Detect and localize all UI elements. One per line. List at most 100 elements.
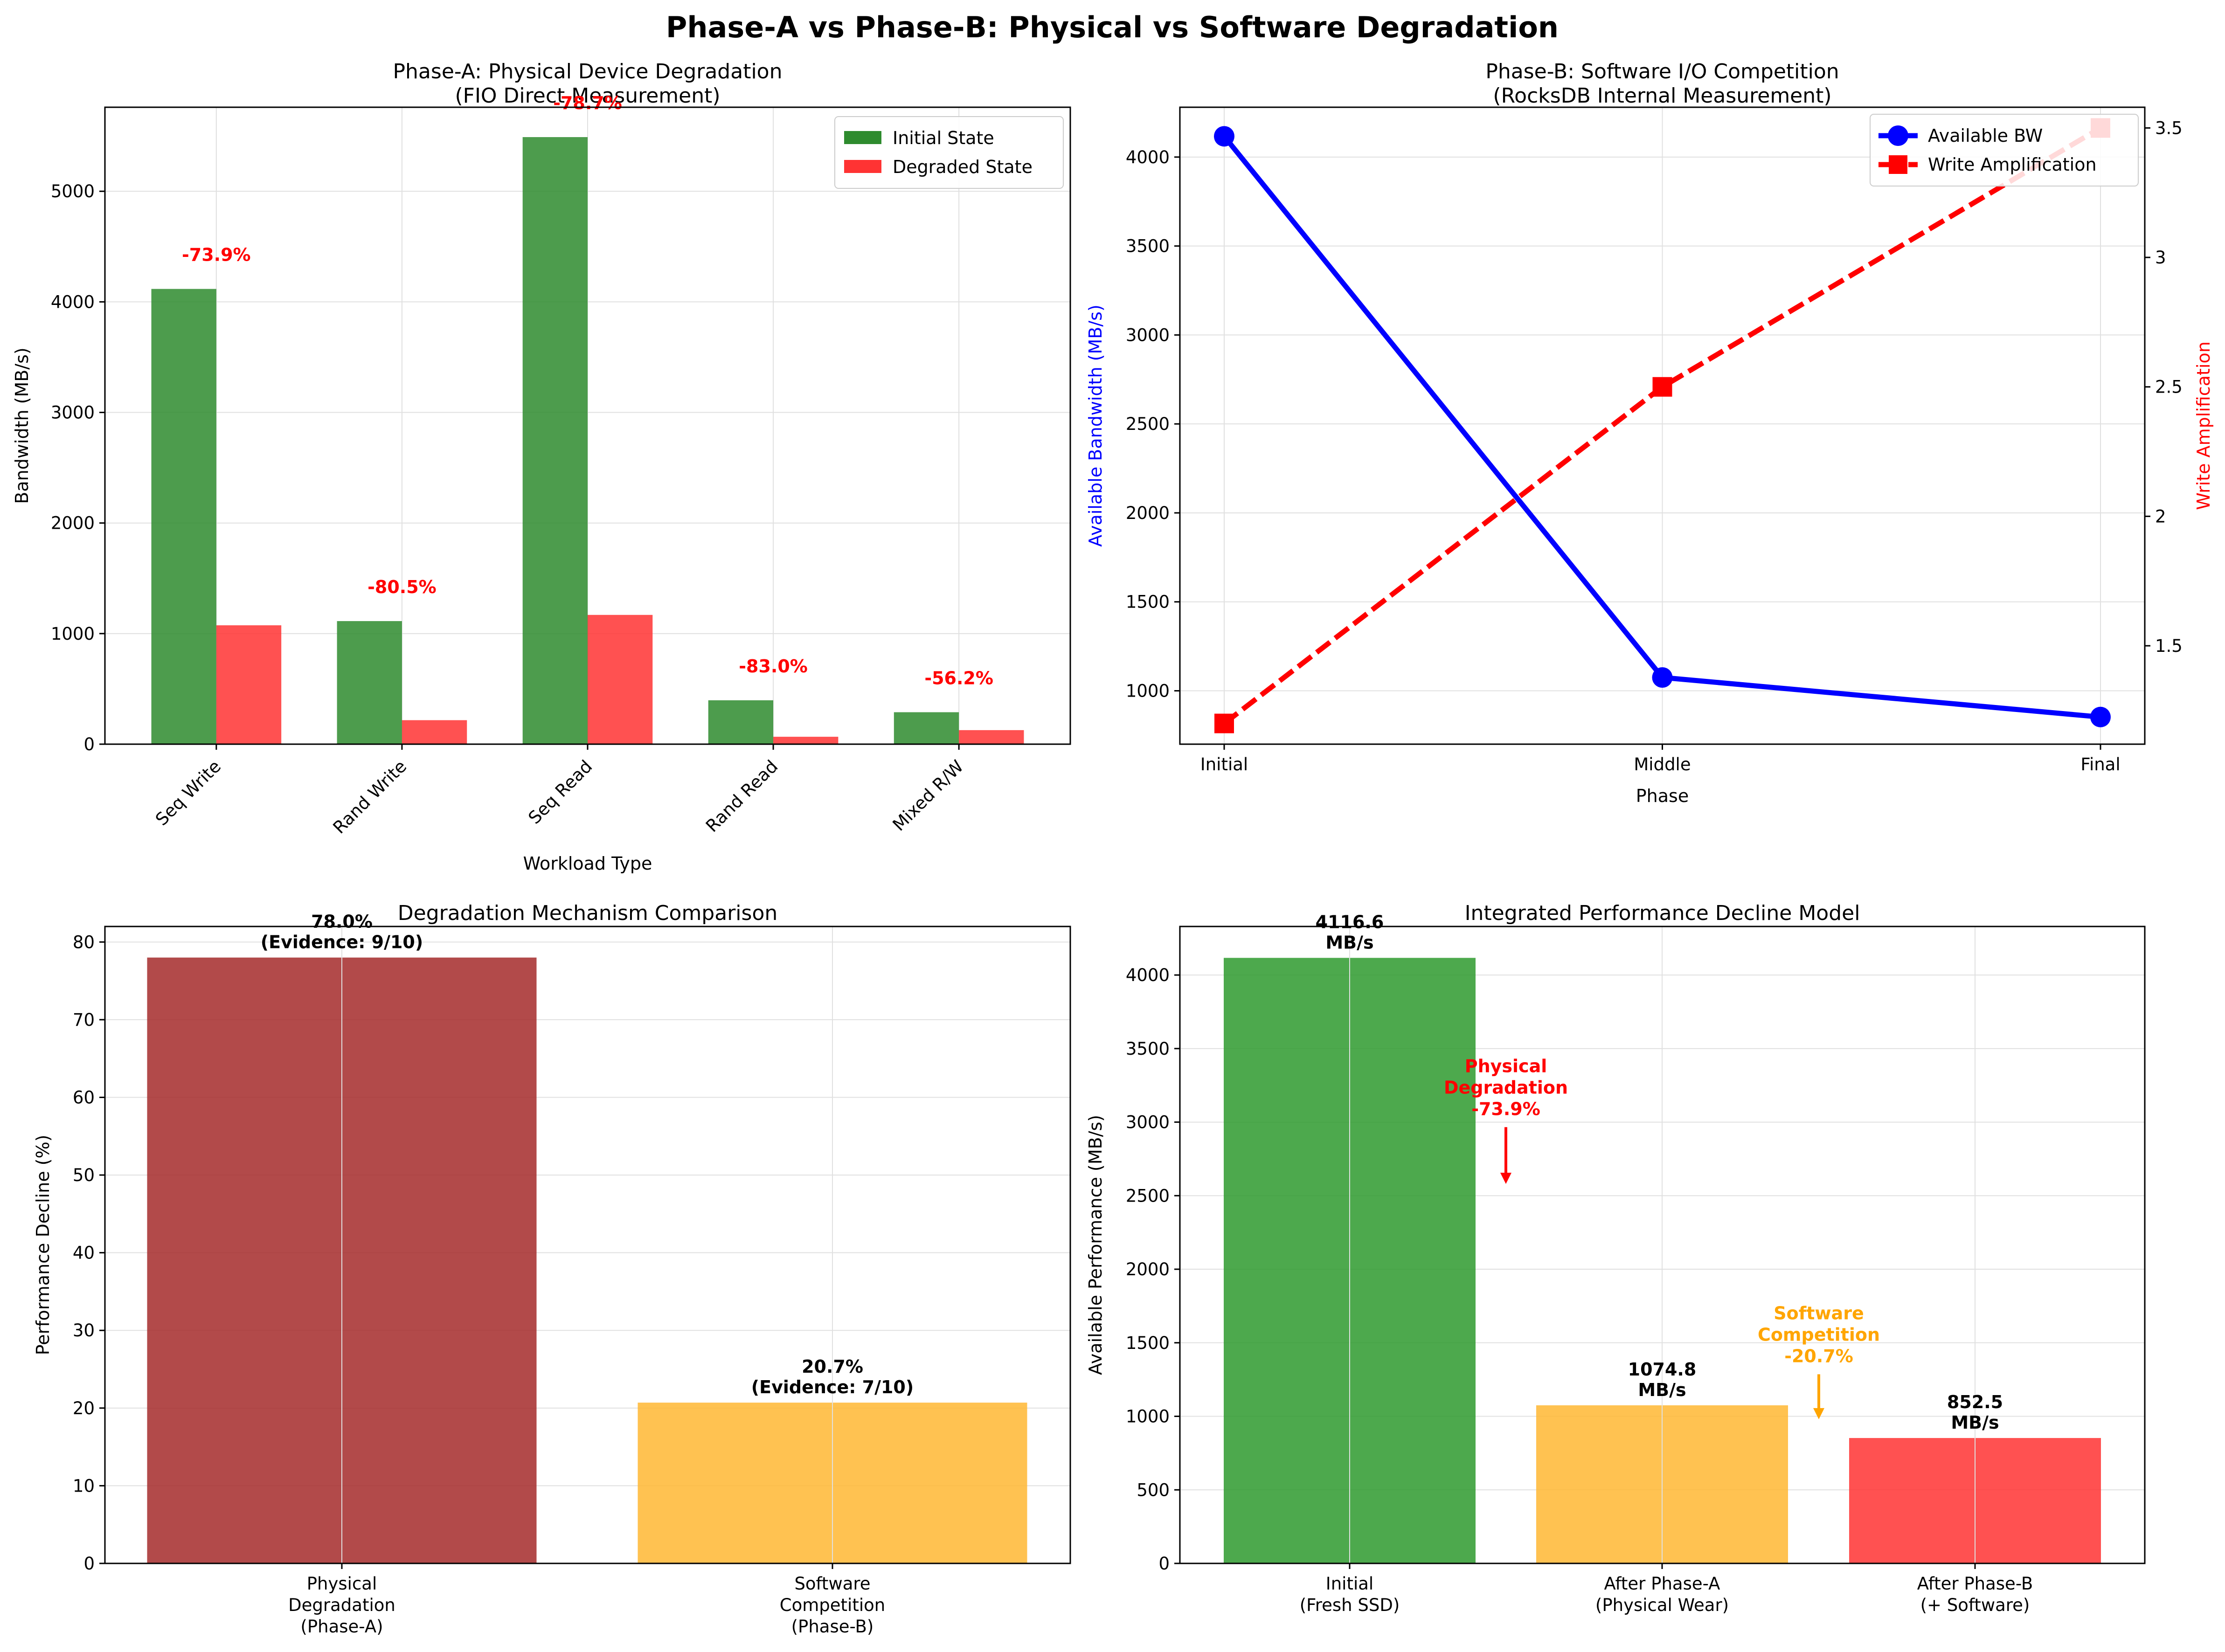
- data-point: [1214, 126, 1234, 147]
- legend-label: Initial State: [893, 128, 994, 148]
- plot-frame: [104, 926, 1071, 1564]
- phase-a-chart: Phase-A: Physical Device Degradation(FIO…: [12, 60, 1071, 874]
- x-tick-label: After Phase-B: [1917, 1574, 2033, 1594]
- legend-label: Write Amplification: [1928, 154, 2097, 175]
- y-tick-label: 2.5: [2155, 377, 2183, 397]
- y-tick-label: 3: [2155, 248, 2166, 268]
- y-tick-label: 2500: [1126, 1186, 1170, 1206]
- x-tick-label: Software: [794, 1574, 870, 1594]
- y-tick-label: 2: [2155, 506, 2166, 526]
- arrow-head: [1500, 1173, 1511, 1184]
- y-tick-label: 30: [73, 1320, 95, 1341]
- decline-annotation: -83.0%: [739, 656, 808, 677]
- bar-degraded: [588, 615, 653, 744]
- legend-box: [1870, 114, 2139, 187]
- y-tick-label: 3000: [51, 403, 95, 423]
- y-tick-label: 1500: [1126, 1333, 1170, 1353]
- y-tick-label: 5000: [51, 181, 95, 201]
- y-tick-label: 4000: [1126, 147, 1170, 167]
- y-tick-label: 1000: [1126, 681, 1170, 701]
- decline-annotation: -80.5%: [367, 577, 437, 597]
- x-tick-label: After Phase-A: [1604, 1574, 1720, 1594]
- bar-value-label: 4116.6: [1316, 912, 1384, 932]
- y-tick-label: 40: [73, 1243, 95, 1263]
- y-tick-label: 0: [1158, 1554, 1170, 1574]
- legend-label: Degraded State: [893, 157, 1033, 177]
- legend-swatch: [844, 160, 881, 173]
- x-tick-label: Initial: [1200, 754, 1248, 774]
- x-tick-label: Degradation: [288, 1595, 395, 1615]
- chart-subtitle: (FIO Direct Measurement): [455, 84, 720, 108]
- chart-title: Integrated Performance Decline Model: [1465, 901, 1860, 925]
- x-tick-label: Mixed R/W: [889, 756, 968, 835]
- y-tick-label: 3500: [1126, 236, 1170, 256]
- x-tick-label: Initial: [1326, 1574, 1373, 1594]
- bar-degraded: [959, 730, 1024, 744]
- bar-value-label: 1074.8: [1628, 1359, 1697, 1380]
- bar-value-label: 78.0%: [311, 912, 373, 932]
- y-tick-label: 3.5: [2155, 118, 2183, 138]
- x-tick-label: Middle: [1634, 754, 1691, 774]
- chart-title: Degradation Mechanism Comparison: [398, 901, 778, 925]
- bar-degraded: [773, 737, 839, 744]
- y-tick-label: 2000: [1126, 1259, 1170, 1279]
- decline-annotation: Degradation: [1444, 1077, 1568, 1098]
- x-tick-label: Seq Read: [525, 756, 596, 828]
- x-tick-label: (+ Software): [1920, 1595, 2030, 1615]
- decline-annotation: -73.9%: [182, 245, 251, 265]
- bar-value-label: 852.5: [1947, 1392, 2003, 1412]
- y-tick-label: 1.5: [2155, 636, 2183, 656]
- decline-annotation: Competition: [1758, 1324, 1880, 1345]
- y-tick-label: 3000: [1126, 1113, 1170, 1133]
- x-tick-label: (Phase-B): [791, 1617, 874, 1637]
- bar-evidence-label: (Evidence: 9/10): [261, 932, 423, 953]
- y-axis-label: Performance Decline (%): [33, 1135, 53, 1355]
- phase-b-chart: Phase-B: Software I/O Competition(RocksD…: [1085, 60, 2214, 806]
- bar-initial: [708, 700, 774, 744]
- mechanism-comparison-chart: Degradation Mechanism Comparison 0 10 20 30 4…: [33, 901, 1071, 1637]
- integrated-decline-chart: Integrated Performance Decline Model 0 500…: [1085, 901, 2146, 1615]
- legend-marker: [1889, 155, 1907, 174]
- x-tick-label: Rand Write: [329, 756, 411, 838]
- bar-unit-label: MB/s: [1638, 1380, 1686, 1400]
- x-tick-label: Final: [2080, 754, 2120, 774]
- arrow-head: [1813, 1408, 1824, 1419]
- y-tick-label: 1000: [1126, 1407, 1170, 1427]
- y-tick-label: 3000: [1126, 325, 1170, 345]
- y-tick-label: 2500: [1126, 414, 1170, 434]
- decline-annotation: -78.7%: [553, 93, 622, 113]
- bar-value-label: 20.7%: [802, 1356, 863, 1377]
- x-axis-label: Phase: [1636, 786, 1689, 806]
- bar-degraded: [216, 625, 282, 744]
- y-tick-label: 4000: [1126, 965, 1170, 985]
- y-tick-label: 2000: [1126, 503, 1170, 523]
- bar-unit-label: MB/s: [1951, 1412, 1999, 1433]
- decline-annotation: -73.9%: [1471, 1099, 1540, 1119]
- x-tick-label: (Physical Wear): [1595, 1595, 1729, 1615]
- figure-suptitle: Phase-A vs Phase-B: Physical vs Software…: [666, 10, 1559, 44]
- y-axis-label: Available Bandwidth (MB/s): [1085, 304, 1106, 547]
- data-point: [1652, 377, 1672, 397]
- bar-initial: [522, 137, 588, 744]
- bar-unit-label: MB/s: [1325, 932, 1373, 953]
- data-point: [2090, 706, 2111, 727]
- x-tick-label: Seq Write: [152, 756, 225, 829]
- y-tick-label: 2000: [51, 513, 95, 533]
- legend-marker: [1888, 125, 1908, 146]
- data-point: [1652, 667, 1673, 688]
- y-tick-label: 500: [1137, 1480, 1170, 1500]
- data-point: [1214, 713, 1234, 733]
- bar-initial: [894, 712, 959, 744]
- plot-frame: [104, 106, 1071, 745]
- y-axis-label: Available Performance (MB/s): [1085, 1115, 1106, 1375]
- chart-subtitle: (RocksDB Internal Measurement): [1493, 84, 1831, 108]
- bar-initial: [151, 289, 216, 744]
- legend-label: Available BW: [1928, 125, 2043, 146]
- bar-initial: [337, 621, 402, 744]
- y-tick-label: 10: [73, 1476, 95, 1496]
- bar-degraded: [402, 720, 467, 744]
- legend-box: [834, 116, 1064, 189]
- x-tick-label: Competition: [780, 1595, 885, 1615]
- x-tick-label: (Fresh SSD): [1300, 1595, 1400, 1615]
